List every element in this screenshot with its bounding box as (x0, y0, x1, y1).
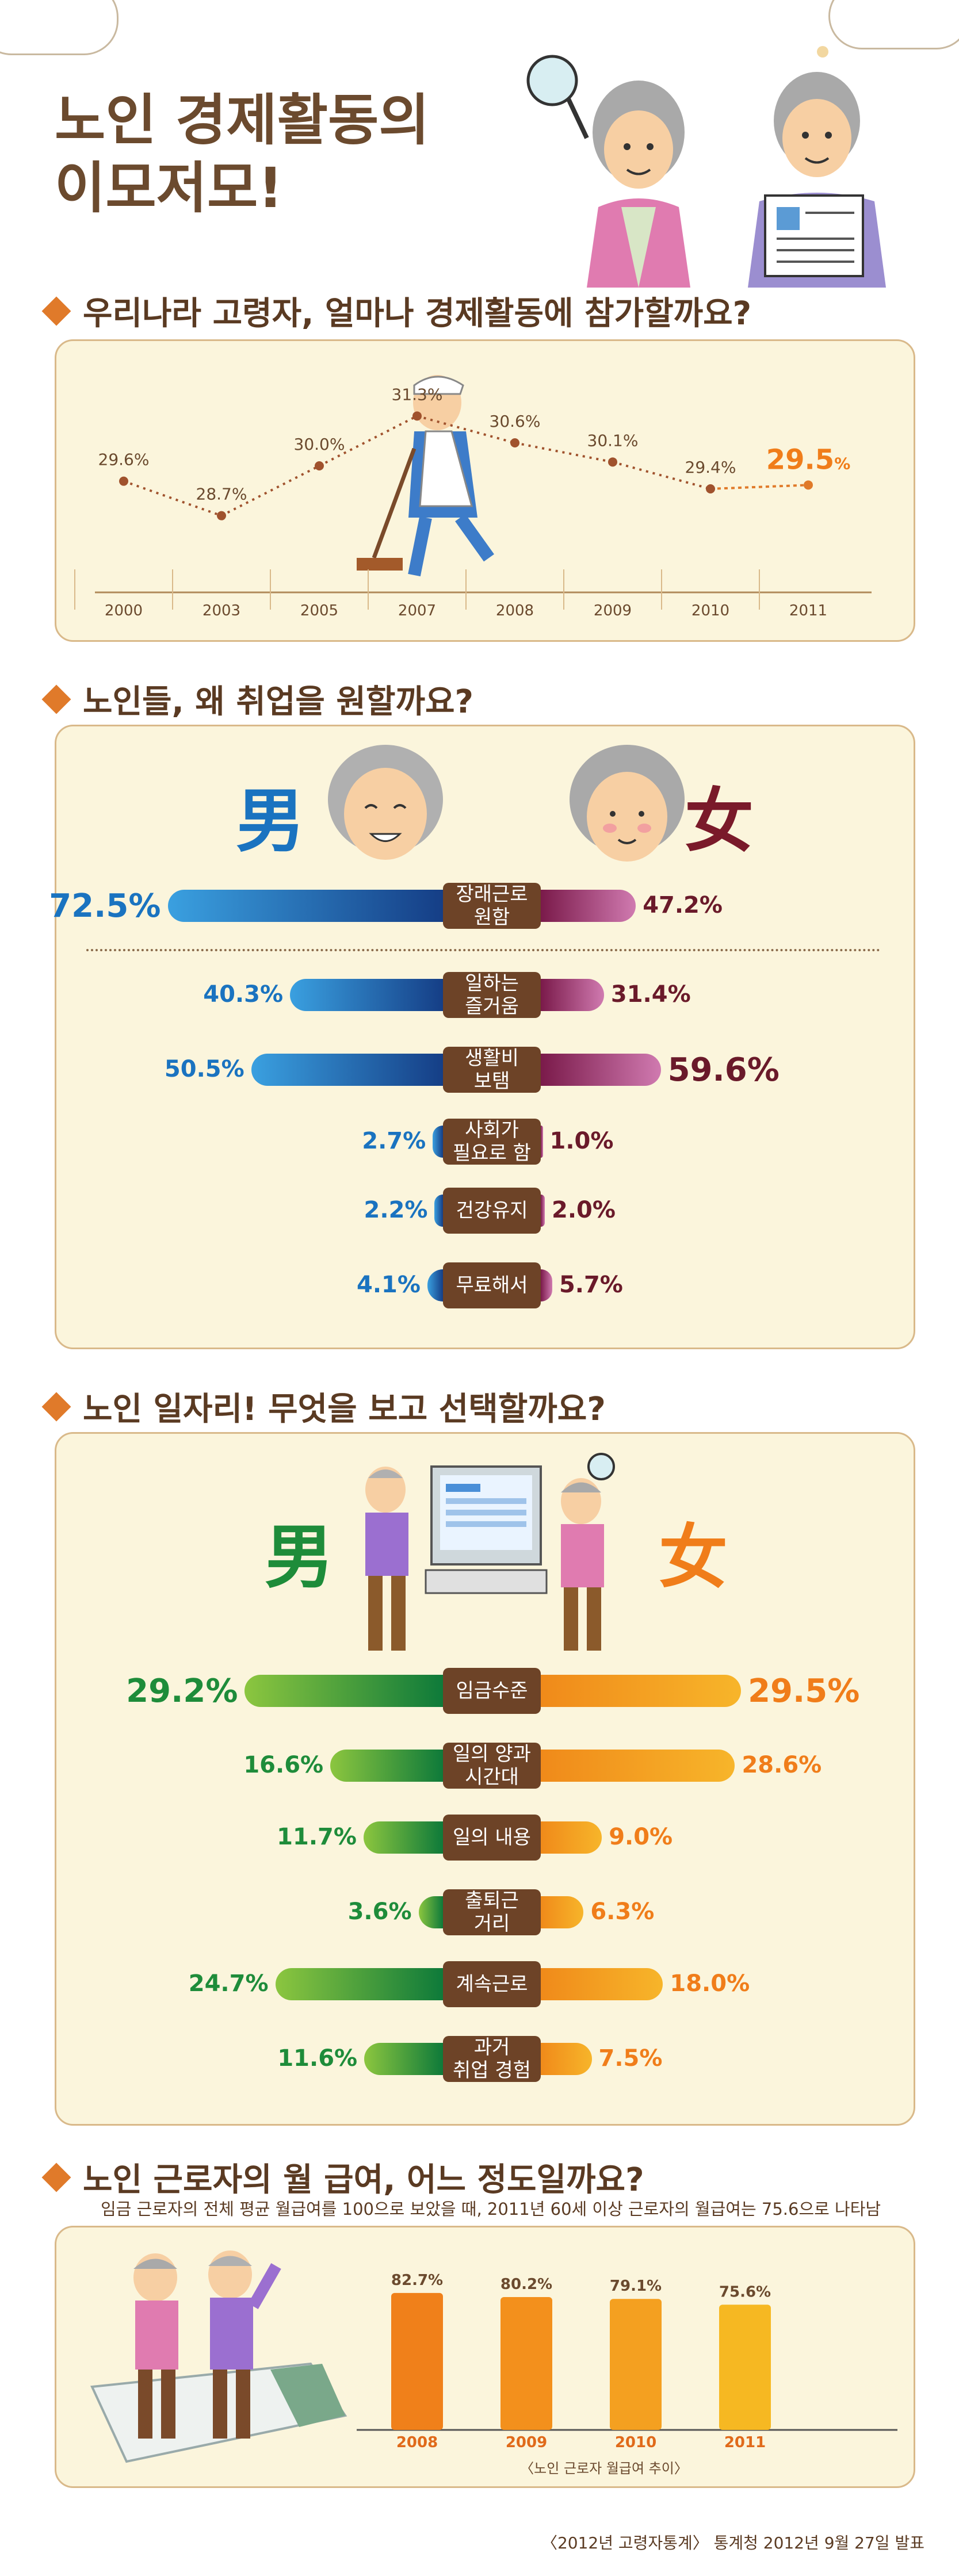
data-label: 75.6% (719, 2283, 771, 2301)
source-note: 〈2012년 고령자통계〉 통계청 2012년 9월 27일 발표 (541, 2533, 924, 2552)
data-point (804, 480, 813, 490)
old-woman-face-illustration (570, 745, 685, 862)
data-label: 28.7% (196, 485, 247, 504)
x-tick-label: 2008 (396, 2434, 438, 2451)
woman-figure (133, 2253, 178, 2439)
wage-bar (719, 2305, 771, 2430)
section1-heading: 우리나라 고령자, 얼마나 경제활동에 참가할까요? (41, 288, 752, 334)
x-tick-label: 2005 (300, 602, 338, 619)
wage-bar (391, 2292, 443, 2430)
diamond-bullet-icon (41, 296, 71, 326)
diamond-bullet-icon (41, 1392, 71, 1421)
diamond-bullet-icon (41, 2162, 71, 2192)
wage-bar (610, 2299, 662, 2430)
wage-bar (500, 2297, 552, 2430)
data-label: 30.0% (294, 435, 345, 454)
data-point (119, 476, 128, 486)
wage-bar-chart: 82.7% 2008 80.2% 2009 79.1% 2010 75.6% 2011 〈노인 … (357, 2272, 897, 2477)
title-line-2: 이모저모! (55, 156, 284, 220)
data-point (706, 484, 715, 493)
line-segment (417, 415, 515, 444)
data-label: 30.1% (587, 431, 639, 450)
man-figure (365, 1467, 408, 1651)
cleaning-figure (357, 375, 494, 577)
section1-heading-text: 우리나라 고령자, 얼마나 경제활동에 참가할까요? (83, 295, 752, 332)
line-segment (221, 465, 320, 517)
male-symbol: 男 (265, 1517, 334, 1598)
data-label: 29.5% (766, 443, 851, 476)
section3-heading: 노인 일자리! 무엇을 보고 선택할까요? (41, 1383, 606, 1430)
data-label: 29.6% (98, 450, 150, 469)
section2-panel (55, 725, 915, 1349)
data-point (217, 511, 226, 520)
data-point (608, 457, 617, 467)
x-tick-label: 2011 (724, 2434, 766, 2451)
x-tick-label: 2009 (594, 602, 632, 619)
elderly-couple-sitting-illustration (90, 2250, 347, 2463)
section2-heading: 노인들, 왜 취업을 원할까요? (41, 676, 473, 722)
woman-figure (561, 1453, 615, 1651)
line-segment (710, 484, 809, 490)
line-segment (514, 442, 613, 464)
x-tick-label: 2011 (789, 602, 827, 619)
job-search-illustration (365, 1453, 615, 1651)
x-tick-label: 2007 (398, 602, 436, 619)
man-figure (208, 2250, 281, 2439)
section4-heading: 노인 근로자의 월 급여, 어느 정도일까요? (41, 2154, 644, 2200)
header-illustration (526, 46, 886, 288)
old-man-face-illustration (328, 745, 443, 860)
chart-caption: 〈노인 근로자 월급여 추이〉 (520, 2460, 688, 2477)
x-tick-label: 2009 (506, 2434, 547, 2451)
x-tick-label: 2003 (203, 602, 240, 619)
title-line-1: 노인 경제활동의 (55, 88, 430, 152)
data-point (412, 411, 422, 421)
section3-heading-text: 노인 일자리! 무엇을 보고 선택할까요? (83, 1391, 606, 1428)
data-label: 31.3% (392, 385, 443, 404)
female-symbol: 女 (659, 1517, 728, 1598)
section4-subtitle: 임금 근로자의 전체 평균 월급여를 100으로 보았을 때, 2011년 60… (101, 2199, 881, 2219)
cloud-left (0, 0, 119, 55)
page-title: 노인 경제활동의 이모저모! (55, 86, 430, 222)
line-segment (319, 415, 418, 467)
participation-line-chart: 29.6% 2000 28.7% 2003 30.0% 2005 31.3% 2007 30.6… (74, 385, 872, 619)
data-label: 30.6% (490, 412, 541, 431)
section2-divider (86, 949, 880, 951)
female-symbol: 女 (685, 780, 754, 862)
data-label: 29.4% (685, 458, 736, 477)
section2-heading-text: 노인들, 왜 취업을 원할까요? (83, 683, 473, 721)
data-label: 82.7% (391, 2272, 443, 2289)
man-with-resume-figure (748, 46, 886, 288)
x-tick-label: 2010 (691, 602, 729, 619)
male-symbol: 男 (236, 780, 305, 862)
data-label: 80.2% (500, 2276, 552, 2293)
unit-label: % (834, 454, 850, 473)
x-tick-label: 2010 (615, 2434, 656, 2451)
x-tick-label: 2000 (105, 602, 143, 619)
data-label: 79.1% (610, 2278, 662, 2295)
cloud-right (828, 0, 959, 49)
section4-heading-text: 노인 근로자의 월 급여, 어느 정도일까요? (83, 2161, 644, 2199)
woman-with-magnifier-figure (526, 55, 690, 288)
line-segment (612, 461, 711, 490)
computer-monitor-icon (425, 1465, 548, 1594)
data-point (315, 461, 324, 470)
diamond-bullet-icon (41, 684, 71, 714)
data-point (510, 438, 519, 447)
section1-panel (55, 339, 915, 642)
x-tick-label: 2008 (496, 602, 534, 619)
